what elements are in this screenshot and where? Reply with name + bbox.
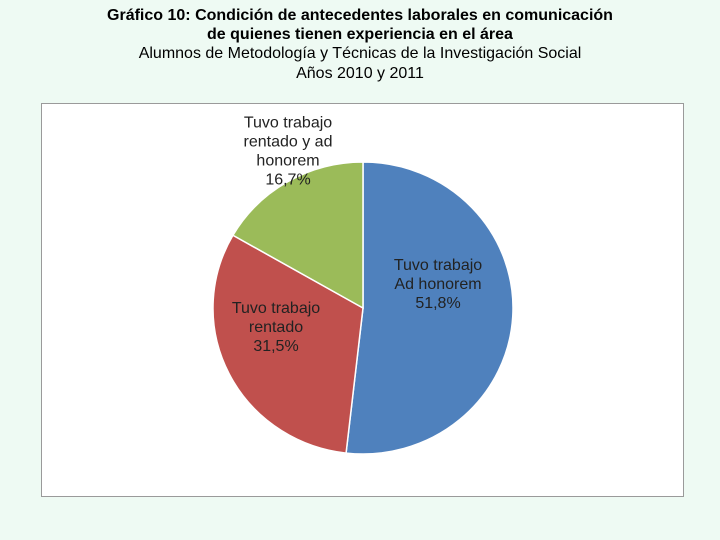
pie-slice-label: Tuvo trabajo rentado 31,5% bbox=[232, 300, 320, 355]
pie-slice bbox=[345, 161, 514, 455]
chart-subtitle-line-2: Años 2010 y 2011 bbox=[296, 65, 424, 82]
chart-title-block: Gráfico 10: Condición de antecedentes la… bbox=[0, 6, 720, 84]
pie-labels: Tuvo trabajo Ad honorem 51,8% Tuvo trabajo r… bbox=[232, 115, 482, 356]
pie-slices bbox=[212, 161, 514, 455]
pie-slice bbox=[212, 234, 364, 454]
pie-slice-label: Tuvo trabajo Ad honorem 51,8% bbox=[394, 257, 482, 312]
chart-subtitle-line-1: Alumnos de Metodología y Técnicas de la … bbox=[138, 45, 582, 62]
pie-slice bbox=[231, 161, 364, 310]
chart-title-line-1: Gráfico 10: Condición de antecedentes la… bbox=[107, 7, 613, 24]
chart-title-line-2: de quienes tienen experiencia en el área bbox=[207, 26, 513, 43]
pie-slice-label: Tuvo trabajo rentado y ad honorem 16,7% bbox=[244, 115, 333, 189]
